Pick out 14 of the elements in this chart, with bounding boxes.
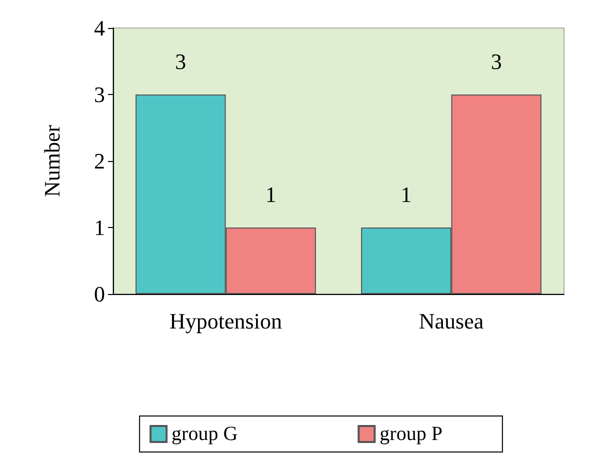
y-tick-label: 3 (94, 82, 105, 107)
y-tick-label: 2 (94, 148, 105, 174)
y-tick-label: 0 (94, 282, 105, 306)
data-label: 1 (265, 182, 276, 207)
x-tick-label: Hypotension (170, 308, 282, 334)
y-tick-label: 4 (94, 16, 105, 40)
data-label: 1 (400, 182, 412, 207)
y-tick-label: 1 (94, 215, 105, 240)
data-label: 3 (175, 49, 186, 74)
legend-label: group G (172, 423, 238, 445)
x-tick-label: Nausea (418, 308, 484, 334)
y-axis-title: Number (40, 124, 64, 198)
data-label: 3 (490, 49, 502, 74)
legend-label: group P (380, 423, 442, 445)
